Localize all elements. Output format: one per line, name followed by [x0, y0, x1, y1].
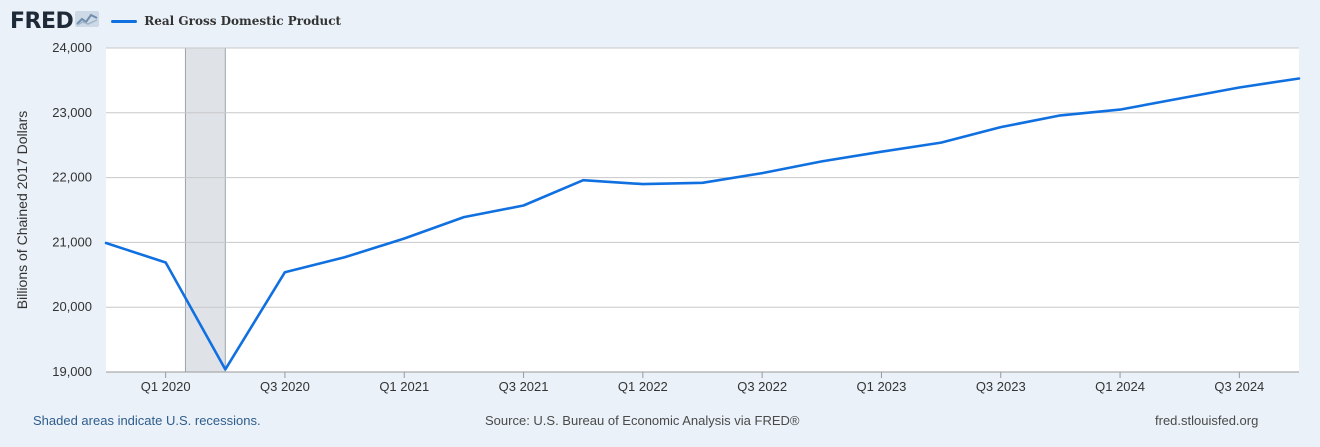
- legend-line-swatch: [111, 19, 138, 23]
- chart-legend: Real Gross Domestic Product: [111, 14, 341, 28]
- y-tick-label: 24,000: [52, 40, 92, 55]
- line-graph-icon: [75, 10, 100, 32]
- x-tick-label: Q3 2021: [499, 379, 549, 394]
- y-tick-label: 21,000: [52, 234, 92, 249]
- recession-note: Shaded areas indicate U.S. recessions.: [33, 413, 261, 428]
- fred-logo[interactable]: FRED: [10, 8, 100, 34]
- legend-series-label: Real Gross Domestic Product: [144, 14, 342, 28]
- y-tick-label: 19,000: [52, 364, 92, 379]
- x-tick-label: Q3 2024: [1214, 379, 1264, 394]
- y-tick-label: 20,000: [52, 299, 92, 314]
- line-chart: 19,000 20,000 21,000 22,000 23,000 24,000 Q1 2…: [14, 40, 1301, 394]
- x-tick-label: Q1 2023: [857, 379, 907, 394]
- x-tick-label: Q1 2020: [141, 379, 191, 394]
- x-tick-label: Q3 2020: [260, 379, 310, 394]
- chart-header: FRED Real Gross Domestic Product: [10, 6, 341, 36]
- y-axis-label: Billions of Chained 2017 Dollars: [14, 111, 30, 309]
- x-tick-label: Q1 2021: [379, 379, 429, 394]
- y-tick-label: 22,000: [52, 170, 92, 185]
- fred-logo-text: FRED: [10, 8, 74, 34]
- plot-area: [106, 48, 1299, 372]
- x-tick-label: Q1 2024: [1095, 379, 1145, 394]
- x-tick-label: Q3 2023: [976, 379, 1026, 394]
- y-tick-label: 23,000: [52, 105, 92, 120]
- x-tick-label: Q1 2022: [618, 379, 668, 394]
- recession-shade: [184, 47, 226, 373]
- site-link[interactable]: fred.stlouisfed.org: [1155, 413, 1259, 428]
- series-line: [104, 77, 1301, 371]
- source-note: Source: U.S. Bureau of Economic Analysis…: [485, 413, 800, 428]
- x-tick-label: Q3 2022: [737, 379, 787, 394]
